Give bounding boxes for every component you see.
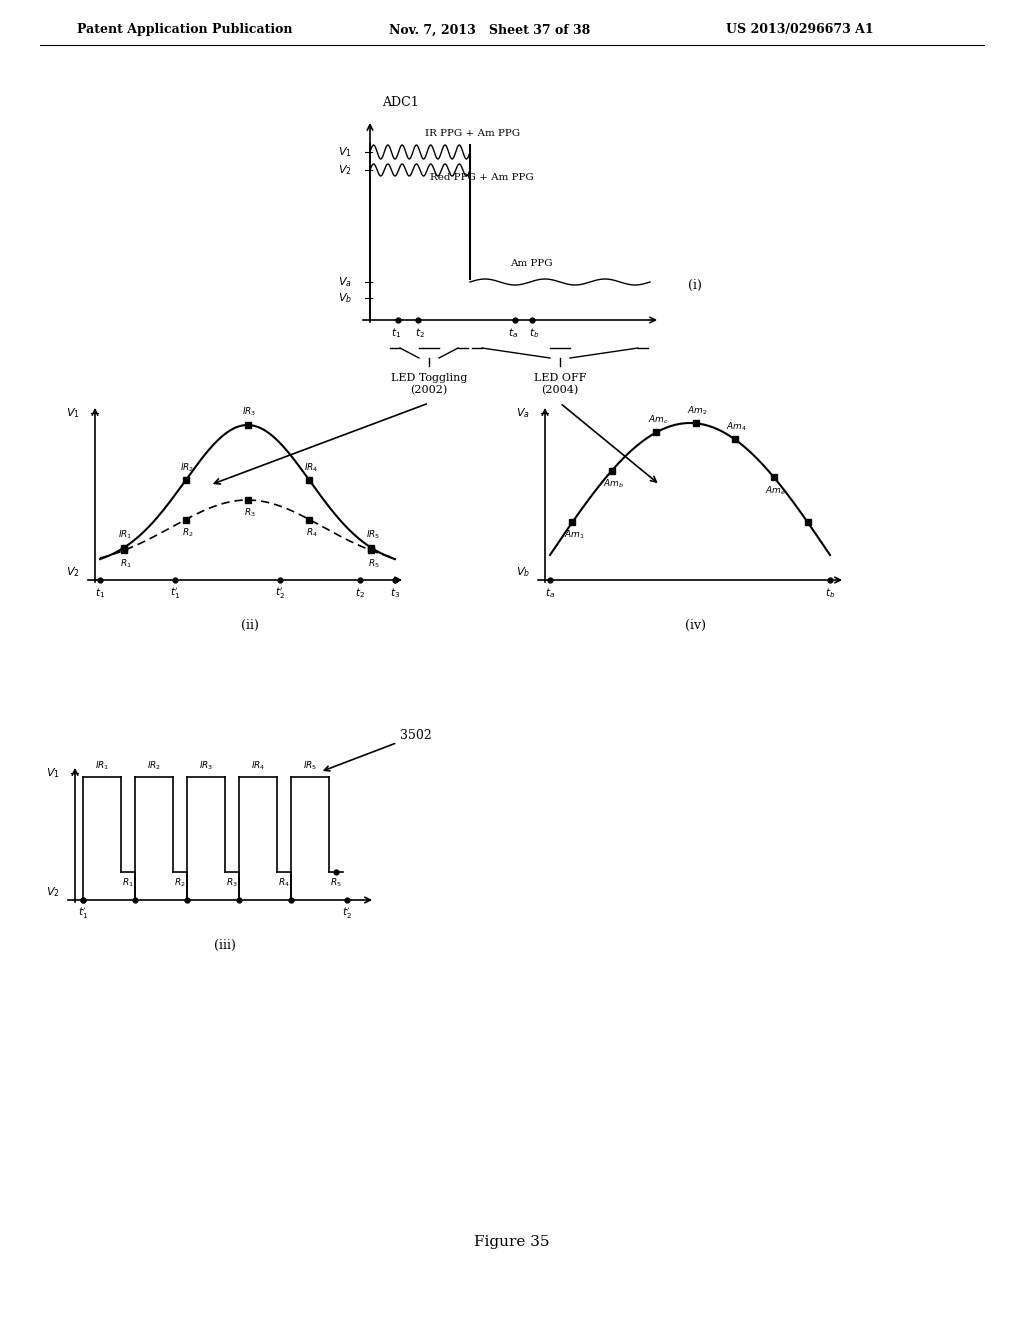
Text: $IR_4$: $IR_4$ xyxy=(304,461,318,474)
Text: $R_4$: $R_4$ xyxy=(279,876,290,890)
Text: $IR_2$: $IR_2$ xyxy=(146,760,161,772)
Text: $IR_4$: $IR_4$ xyxy=(251,760,265,772)
Text: $R_3$: $R_3$ xyxy=(226,876,238,890)
Text: $V_1$: $V_1$ xyxy=(67,407,80,420)
Text: LED Toggling: LED Toggling xyxy=(391,374,467,383)
Text: $IR_5$: $IR_5$ xyxy=(367,528,381,541)
Text: $Am_c$: $Am_c$ xyxy=(648,413,669,425)
Text: $IR_5$: $IR_5$ xyxy=(303,760,317,772)
Text: $t_3$: $t_3$ xyxy=(390,586,400,599)
Text: $IR_1$: $IR_1$ xyxy=(95,760,110,772)
Text: $Am_e$: $Am_e$ xyxy=(766,484,786,496)
Text: $t_1$: $t_1$ xyxy=(391,326,401,339)
Text: $V_a$: $V_a$ xyxy=(516,407,530,420)
Text: $V_2$: $V_2$ xyxy=(67,565,80,579)
Text: Red PPG + Am PPG: Red PPG + Am PPG xyxy=(430,173,534,182)
Text: $IR_3$: $IR_3$ xyxy=(243,405,257,418)
Text: $R_1$: $R_1$ xyxy=(120,557,131,570)
Text: (2002): (2002) xyxy=(411,385,447,395)
Text: (ii): (ii) xyxy=(241,619,259,631)
Text: (iii): (iii) xyxy=(214,939,236,952)
Text: $V_b$: $V_b$ xyxy=(516,565,530,579)
Text: Patent Application Publication: Patent Application Publication xyxy=(77,24,293,37)
Text: (i): (i) xyxy=(688,279,701,292)
Text: $R_1$: $R_1$ xyxy=(122,876,134,890)
Text: $IR_3$: $IR_3$ xyxy=(199,760,213,772)
Text: $R_2$: $R_2$ xyxy=(181,527,194,539)
Text: $t_1$: $t_1$ xyxy=(95,586,105,599)
Text: $t_b$: $t_b$ xyxy=(528,326,540,339)
Text: (iv): (iv) xyxy=(684,619,706,631)
Text: $Am_4$: $Am_4$ xyxy=(726,420,748,433)
Text: $IR_1$: $IR_1$ xyxy=(119,528,133,541)
Text: $t_b$: $t_b$ xyxy=(825,586,836,599)
Text: $V_1$: $V_1$ xyxy=(46,766,60,780)
Text: $R_5$: $R_5$ xyxy=(330,876,342,890)
Text: ADC1: ADC1 xyxy=(382,95,419,108)
Text: $t_a$: $t_a$ xyxy=(508,326,518,339)
Text: $V_1$: $V_1$ xyxy=(338,145,352,158)
Text: $t_1'$: $t_1'$ xyxy=(170,585,180,601)
Text: Figure 35: Figure 35 xyxy=(474,1236,550,1249)
Text: $t_2$: $t_2$ xyxy=(415,326,425,339)
Text: $R_2$: $R_2$ xyxy=(174,876,185,890)
Text: LED OFF: LED OFF xyxy=(534,374,587,383)
Text: (2004): (2004) xyxy=(542,385,579,395)
Text: Am PPG: Am PPG xyxy=(510,260,553,268)
Text: $IR_2$: $IR_2$ xyxy=(180,461,195,474)
Text: $t_2'$: $t_2'$ xyxy=(342,906,352,921)
Text: $V_2$: $V_2$ xyxy=(46,886,60,899)
Text: $V_b$: $V_b$ xyxy=(338,292,352,305)
Text: Nov. 7, 2013   Sheet 37 of 38: Nov. 7, 2013 Sheet 37 of 38 xyxy=(389,24,591,37)
Text: $Am_2$: $Am_2$ xyxy=(687,404,708,417)
Text: 3502: 3502 xyxy=(325,729,432,771)
Text: US 2013/0296673 A1: US 2013/0296673 A1 xyxy=(726,24,873,37)
Text: $R_3$: $R_3$ xyxy=(244,507,255,519)
Text: $t_a$: $t_a$ xyxy=(545,586,555,599)
Text: $Am_b$: $Am_b$ xyxy=(603,478,625,490)
Text: $t_2'$: $t_2'$ xyxy=(275,585,285,601)
Text: $t_1'$: $t_1'$ xyxy=(78,906,88,921)
Text: $Am_1$: $Am_1$ xyxy=(564,529,585,541)
Text: $R_4$: $R_4$ xyxy=(305,527,317,539)
Text: $R_5$: $R_5$ xyxy=(368,557,379,570)
Text: $V_a$: $V_a$ xyxy=(338,275,352,289)
Text: $V_2$: $V_2$ xyxy=(338,164,352,177)
Text: $t_2$: $t_2$ xyxy=(355,586,365,599)
Text: IR PPG + Am PPG: IR PPG + Am PPG xyxy=(425,129,520,139)
